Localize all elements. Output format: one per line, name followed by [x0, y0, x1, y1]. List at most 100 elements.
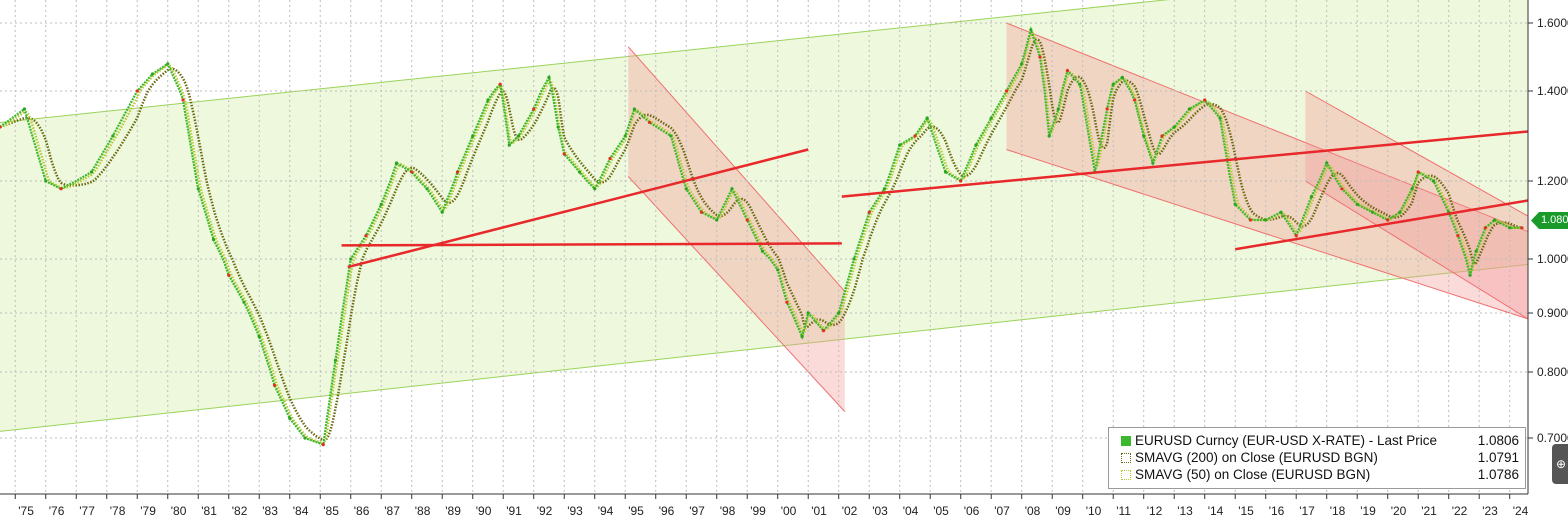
price-point [471, 134, 475, 138]
x-tick-label: '84 [293, 504, 309, 518]
price-point [196, 187, 200, 191]
x-tick-label: '10 [1086, 504, 1102, 518]
y-tick-label: 1.4000 [1537, 84, 1568, 98]
price-point [349, 257, 353, 261]
price-point [333, 358, 338, 362]
x-tick-label: '18 [1330, 504, 1346, 518]
price-point [1468, 273, 1472, 277]
x-tick-label: '21 [1421, 504, 1437, 518]
price-point [59, 187, 63, 191]
x-tick-label: '00 [781, 504, 797, 518]
price-point [925, 116, 929, 120]
legend-swatch-sma200-icon [1121, 452, 1131, 463]
price-point [1416, 170, 1420, 174]
price-point [1474, 249, 1478, 253]
y-tick-label: 0.9000 [1537, 306, 1568, 320]
x-tick-label: '87 [384, 504, 400, 518]
x-tick-label: '04 [903, 504, 919, 518]
x-tick-label: '81 [201, 504, 217, 518]
x-tick-label: '09 [1055, 504, 1071, 518]
price-point [1132, 98, 1137, 102]
price-point [455, 170, 460, 174]
price-point [166, 62, 170, 66]
price-point [913, 134, 917, 138]
downtrend-channel-fill [1006, 23, 1528, 319]
price-point [943, 170, 948, 174]
x-tick-label: '99 [750, 504, 766, 518]
price-point [507, 143, 511, 147]
x-tick-label: '13 [1177, 504, 1193, 518]
price-point [974, 143, 978, 147]
trendlines [341, 130, 1529, 269]
price-point [394, 161, 399, 165]
x-tick-label: '86 [354, 504, 370, 518]
x-tick-label: '94 [598, 504, 614, 518]
price-point [1038, 55, 1042, 59]
price-point [1120, 75, 1124, 79]
x-tick-label: '11 [1116, 504, 1131, 518]
legend-label: EURUSD Curncy (EUR-USD X-RATE) - Last Pr… [1135, 433, 1438, 448]
price-point [1355, 202, 1359, 206]
x-tick-label: '20 [1391, 504, 1407, 518]
price-point [1508, 226, 1512, 230]
trendline [347, 148, 809, 269]
x-tick-label: '75 [18, 504, 34, 518]
price-point [1492, 218, 1497, 222]
x-tick-label: '24 [1513, 504, 1529, 518]
x-tick-label: '77 [79, 504, 95, 518]
uptrend-channel-lower [0, 263, 1529, 432]
x-tick-label: '93 [567, 504, 583, 518]
last-price-badge: 1.0806 [1531, 212, 1568, 229]
price-point [959, 179, 963, 183]
trendline [841, 130, 1529, 198]
price-point [800, 335, 804, 339]
price-point [745, 218, 749, 222]
x-tick-label: '07 [994, 504, 1010, 518]
price-point [776, 268, 780, 272]
price-point [379, 202, 383, 206]
price-point [785, 300, 789, 304]
price-point [89, 170, 94, 174]
downtrend-channel-lower [1305, 180, 1529, 320]
price-point [135, 89, 139, 93]
price-point [1047, 134, 1051, 138]
price-point [577, 170, 582, 174]
price-point [1111, 82, 1115, 86]
downtrend-channel-lower [1006, 149, 1529, 320]
price-point [1029, 28, 1033, 32]
price-point [852, 257, 856, 261]
x-tick-label: '79 [140, 504, 156, 518]
price-point [1218, 116, 1222, 120]
price-point [303, 436, 307, 440]
price-point [562, 152, 566, 156]
price-point [321, 443, 325, 447]
price-point [882, 187, 887, 191]
x-tick-label: '78 [110, 504, 126, 518]
price-point [1294, 234, 1298, 238]
price-point [1004, 89, 1009, 93]
x-tick-label: '97 [689, 504, 705, 518]
price-point [760, 249, 765, 253]
price-point [181, 98, 185, 102]
price-point [1309, 195, 1314, 199]
x-tick-label: '95 [628, 504, 644, 518]
legend-entry-sma200: SMAVG (200) on Close (EURUSD BGN) 1.0791 [1113, 449, 1519, 466]
chart-grid [0, 0, 1528, 494]
x-tick-label: '17 [1299, 504, 1315, 518]
price-point [648, 120, 652, 125]
x-tick-label: '89 [445, 504, 461, 518]
x-tick-label: '14 [1208, 504, 1224, 518]
downtrend-channel-fill [628, 46, 845, 412]
x-tick-label: '83 [262, 504, 278, 518]
price-point [257, 335, 261, 339]
price-point [684, 187, 688, 191]
price-point [111, 134, 115, 138]
x-tick-label: '88 [415, 504, 431, 518]
chart-menu-icon[interactable]: ⊕ [1552, 444, 1568, 484]
x-tick-label: '91 [506, 504, 522, 518]
price-point [547, 75, 551, 79]
price-point [498, 82, 502, 86]
price-point [898, 143, 902, 147]
price-point [425, 187, 429, 191]
